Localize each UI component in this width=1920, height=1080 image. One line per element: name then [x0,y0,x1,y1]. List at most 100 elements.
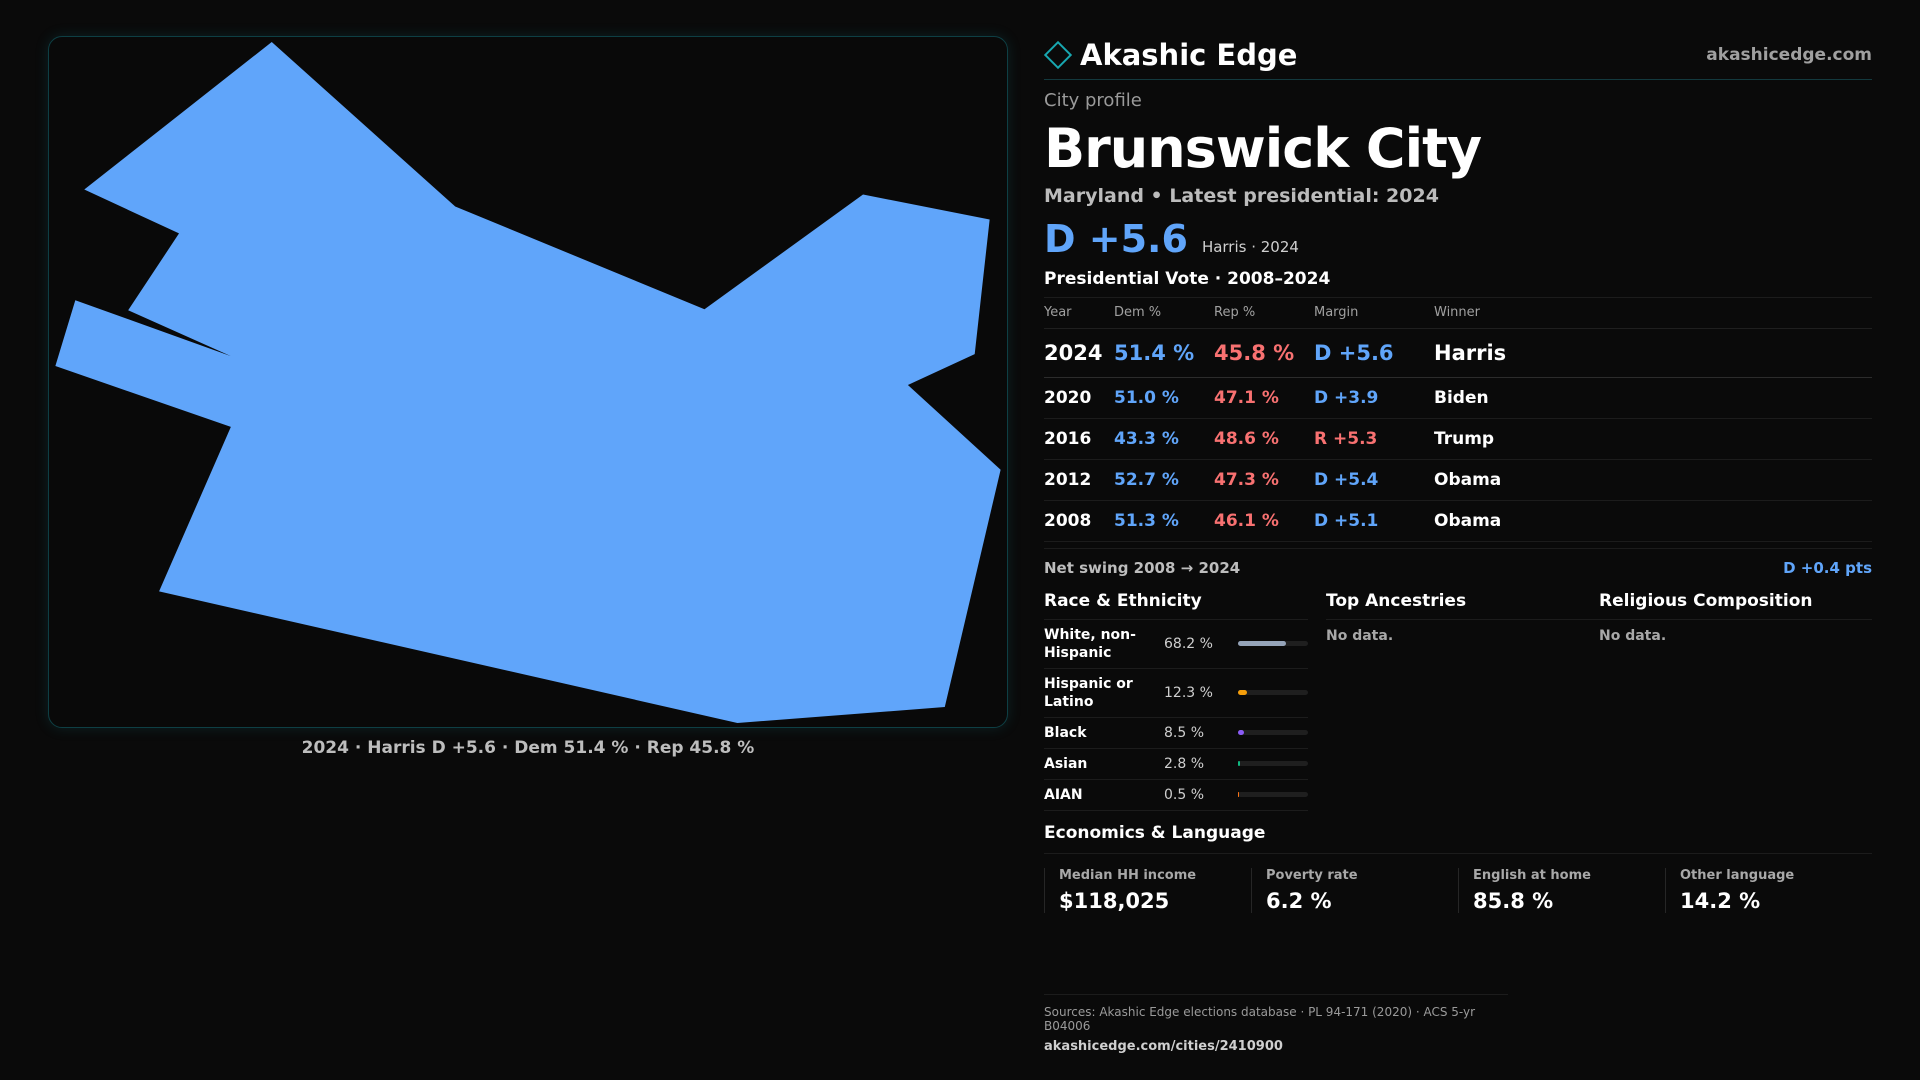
stat-value: 14.2 % [1680,888,1761,913]
row-year: 2024 [1044,328,1114,378]
demographics: Race & Ethnicity White, non-Hispanic 68.… [1044,591,1872,811]
race-bar [1238,730,1308,735]
page-eyebrow: City profile [1044,90,1142,111]
footer-url[interactable]: akashicedge.com/cities/2410900 [1044,1039,1283,1054]
row-margin: D +5.1 [1314,500,1434,542]
race-label: Hispanic or Latino [1044,675,1133,710]
col-rep: Rep % [1214,298,1314,329]
latest-margin-note: Harris · 2024 [1201,238,1299,256]
race-label: Asian [1044,755,1088,772]
race-bar-fill [1238,641,1286,646]
race-pct: 2.8 % [1164,755,1205,772]
brand-name: Akashic Edge [1080,37,1298,72]
race-pct: 0.5 % [1164,786,1205,803]
table-row[interactable]: 2008 51.3 % 46.1 % D +5.1 Obama [1044,500,1872,542]
ancestries-empty: No data. [1326,627,1394,644]
row-rep: 46.1 % [1214,500,1314,542]
row-margin: D +5.6 [1314,328,1434,378]
race-pct: 8.5 % [1164,724,1205,741]
row-rep: 47.1 % [1214,377,1314,419]
stat-label: Median HH income [1059,867,1197,883]
stat-value: 85.8 % [1473,888,1554,913]
page-subtitle: Maryland • Latest presidential: 2024 [1044,185,1439,207]
race-bar-fill [1238,792,1240,797]
economics-section-title: Economics & Language [1044,823,1872,854]
row-rep: 45.8 % [1214,328,1314,378]
latest-margin-value: D +5.6 [1044,217,1188,261]
race-label: Black [1044,724,1087,741]
race-row: Asian 2.8 % [1044,749,1308,780]
race-bar [1238,690,1308,695]
row-year: 2012 [1044,459,1114,501]
row-margin: D +5.4 [1314,459,1434,501]
table-row[interactable]: 2012 52.7 % 47.3 % D +5.4 Obama [1044,459,1872,501]
col-year: Year [1044,298,1114,329]
net-swing-value: D +0.4 pts [1783,558,1872,577]
economics-cards: Median HH income $118,025 Poverty rate 6… [1044,867,1872,913]
brand-header: Akashic Edge akashicedge.com [1043,30,1872,80]
row-winner: Harris [1434,328,1872,378]
race-bar [1238,761,1308,766]
row-winner: Biden [1434,377,1872,419]
footer: Sources: Akashic Edge elections database… [1044,994,1508,1054]
table-row[interactable]: 2020 51.0 % 47.1 % D +3.9 Biden [1044,377,1872,419]
race-label: White, non-Hispanic [1044,626,1136,661]
row-winner: Trump [1434,418,1872,460]
stat-label: Other language [1680,867,1795,883]
row-margin: D +3.9 [1314,377,1434,419]
city-boundary-shape[interactable] [55,41,1001,724]
race-bar [1238,641,1308,646]
vote-section-title: Presidential Vote · 2008–2024 [1044,269,1872,298]
site-link[interactable]: akashicedge.com [1706,44,1872,65]
race-bar-fill [1238,690,1247,695]
row-rep: 47.3 % [1214,459,1314,501]
stat-label: English at home [1473,867,1591,883]
row-winner: Obama [1434,459,1872,501]
race-pct: 68.2 % [1164,635,1213,652]
city-map[interactable] [48,36,1008,728]
race-pct: 12.3 % [1164,684,1213,701]
race-bar [1238,792,1308,797]
row-dem: 52.7 % [1114,459,1214,501]
race-bar-fill [1238,730,1244,735]
map-caption: 2024 · Harris D +5.6 · Dem 51.4 % · Rep … [301,738,755,758]
net-swing: Net swing 2008 → 2024 D +0.4 pts [1044,547,1872,577]
table-row[interactable]: 2016 43.3 % 48.6 % R +5.3 Trump [1044,418,1872,460]
race-bar-fill [1238,761,1240,766]
diamond-icon [1043,40,1073,69]
vote-table-header: Year Dem % Rep % Margin Winner [1044,298,1872,329]
stat-value: 6.2 % [1266,888,1332,913]
row-dem: 51.3 % [1114,500,1214,542]
page-title: Brunswick City [1044,117,1482,180]
brand[interactable]: Akashic Edge [1043,37,1298,72]
stat-card-english: English at home 85.8 % [1458,867,1665,913]
city-boundary-svg [55,41,1001,724]
footer-sources: Sources: Akashic Edge elections database… [1044,1005,1476,1033]
col-winner: Winner [1434,298,1872,329]
row-dem: 51.4 % [1114,328,1214,378]
race-row: AIAN 0.5 % [1044,780,1308,811]
stat-card-other-language: Other language 14.2 % [1665,867,1872,913]
race-ethnicity-section: Race & Ethnicity White, non-Hispanic 68.… [1044,591,1308,811]
vote-table: Year Dem % Rep % Margin Winner 2024 51.4… [1044,298,1872,542]
stat-label: Poverty rate [1266,867,1358,883]
religion-empty: No data. [1599,627,1667,644]
table-row[interactable]: 2024 51.4 % 45.8 % D +5.6 Harris [1044,328,1872,378]
race-row: Hispanic or Latino 12.3 % [1044,669,1308,718]
row-rep: 48.6 % [1214,418,1314,460]
col-dem: Dem % [1114,298,1214,329]
stat-card-poverty: Poverty rate 6.2 % [1251,867,1458,913]
latest-margin: D +5.6 Harris · 2024 [1044,217,1872,261]
race-label: AIAN [1044,786,1083,803]
row-dem: 51.0 % [1114,377,1214,419]
row-year: 2008 [1044,500,1114,542]
ancestries-section-title: Top Ancestries [1326,591,1599,620]
row-year: 2020 [1044,377,1114,419]
row-dem: 43.3 % [1114,418,1214,460]
stat-value: $118,025 [1059,888,1170,913]
col-margin: Margin [1314,298,1434,329]
religion-section-title: Religious Composition [1599,591,1872,620]
ancestries-section: Top Ancestries No data. [1326,591,1599,811]
stat-card-income: Median HH income $118,025 [1044,867,1251,913]
row-margin: R +5.3 [1314,418,1434,460]
